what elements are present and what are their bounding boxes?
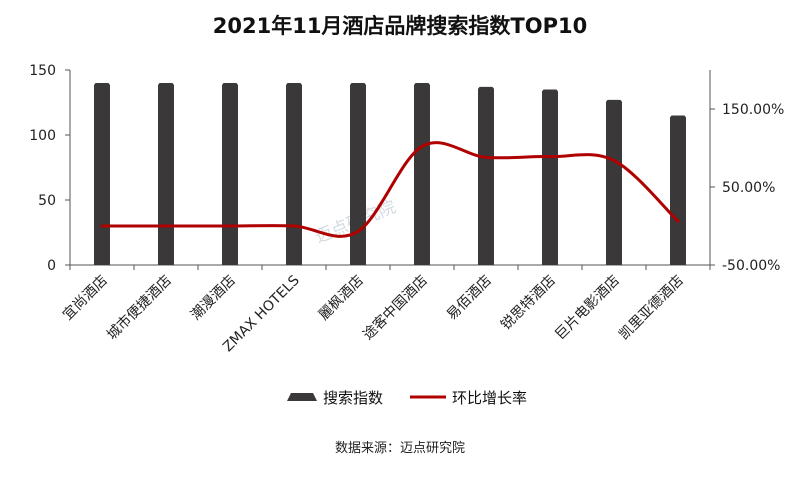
- x-tick-label: 宜尚酒店: [60, 273, 111, 324]
- right-tick-label: 150.00%: [722, 102, 784, 118]
- legend-label-bar: 搜索指数: [323, 389, 383, 407]
- legend-swatch-bar: [287, 393, 317, 401]
- legend-label-line: 环比增长率: [452, 389, 527, 407]
- growth-line: [100, 141, 680, 238]
- bar-series: [94, 83, 686, 266]
- bar: [286, 83, 302, 265]
- x-tick-label: 城市便捷酒店: [103, 272, 174, 343]
- bar: [94, 83, 110, 265]
- left-tick-label: 0: [47, 258, 56, 274]
- bar: [414, 83, 430, 265]
- bar: [158, 83, 174, 265]
- left-tick-label: 50: [38, 193, 56, 209]
- x-axis-labels: 宜尚酒店城市便捷酒店 潮漫酒店ZMAX HOTELS 麗枫酒店途客中国酒店 易佰酒店锐…: [60, 272, 687, 355]
- bar: [670, 115, 686, 265]
- right-tick-label: 50.00%: [722, 180, 775, 196]
- left-tick-label: 150: [29, 63, 56, 79]
- source-note: 数据来源：迈点研究院: [335, 441, 465, 456]
- legend: 搜索指数 环比增长率: [287, 389, 527, 407]
- bar: [542, 89, 558, 265]
- bar: [222, 83, 238, 265]
- left-tick-label: 100: [29, 128, 56, 144]
- line-series: [100, 141, 680, 238]
- right-tick-label: -50.00%: [722, 258, 780, 274]
- bar: [606, 99, 622, 266]
- x-tick-label: 锐思特酒店: [498, 273, 559, 334]
- bar: [350, 83, 366, 265]
- x-tick-label: 巨片电影酒店: [552, 273, 623, 344]
- x-tick-label: 凯里亚德酒店: [616, 273, 687, 344]
- x-tick-label: 麗枫酒店: [316, 273, 367, 324]
- axes: 0 50 100 150 -50.00% 50.00% 150.00%: [29, 63, 784, 274]
- x-tick-label: 潮漫酒店: [188, 273, 239, 324]
- x-tick-label: 途客中国酒店: [359, 272, 430, 343]
- bar: [478, 86, 494, 266]
- chart-title: 2021年11月酒店品牌搜索指数TOP10: [213, 14, 587, 38]
- x-tick-label: 易佰酒店: [444, 273, 495, 324]
